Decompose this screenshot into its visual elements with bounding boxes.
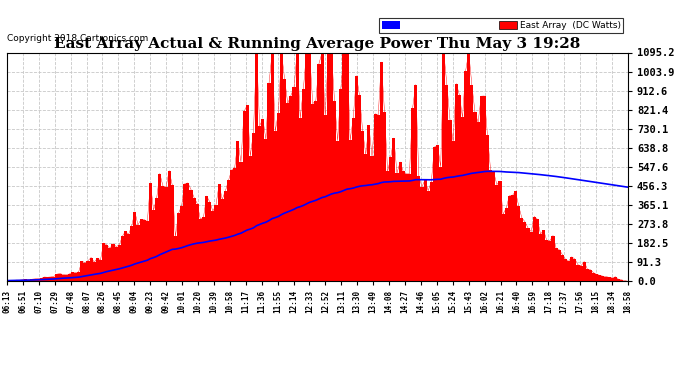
Legend: Average  (DC Watts), East Array  (DC Watts): Average (DC Watts), East Array (DC Watts… [380,18,623,33]
Text: Copyright 2018 Cartronics.com: Copyright 2018 Cartronics.com [7,34,148,44]
Title: East Array Actual & Running Average Power Thu May 3 19:28: East Array Actual & Running Average Powe… [55,38,580,51]
